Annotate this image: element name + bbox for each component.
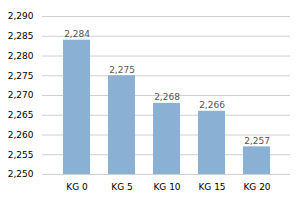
svg-text:2,284: 2,284 [64,29,90,39]
svg-text:2,285: 2,285 [8,31,34,41]
svg-text:2,250: 2,250 [8,169,34,179]
svg-text:2,266: 2,266 [199,100,225,110]
svg-text:KG 5: KG 5 [111,182,132,192]
svg-text:2,257: 2,257 [244,136,270,146]
svg-text:KG 20: KG 20 [243,182,270,192]
svg-text:2,280: 2,280 [8,51,34,61]
svg-text:KG 10: KG 10 [153,182,180,192]
svg-text:KG 15: KG 15 [198,182,225,192]
svg-text:KG 0: KG 0 [66,182,88,192]
svg-text:2,260: 2,260 [8,130,34,140]
svg-text:2,268: 2,268 [154,92,180,102]
svg-text:2,290: 2,290 [8,11,34,21]
svg-text:2,265: 2,265 [8,110,34,120]
svg-text:2,275: 2,275 [8,71,34,81]
svg-text:2,255: 2,255 [8,150,34,160]
svg-text:2,270: 2,270 [8,90,34,100]
svg-text:2,275: 2,275 [109,65,135,75]
